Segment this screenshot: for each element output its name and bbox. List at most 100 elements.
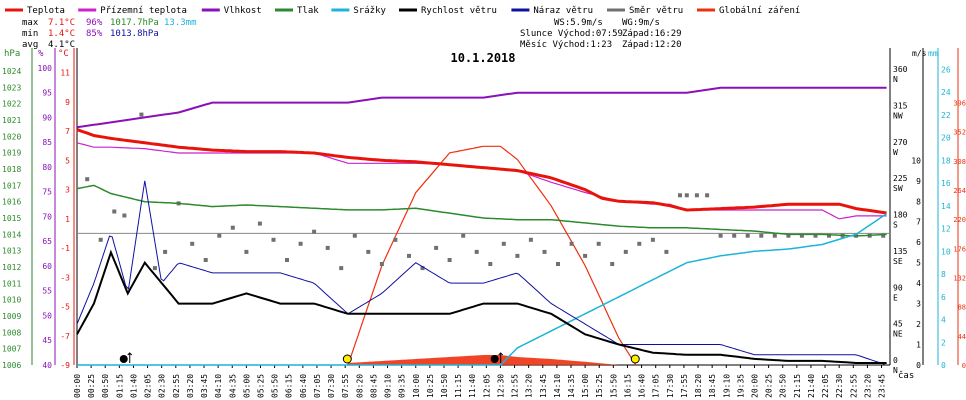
- wind-dir-point-13: [257, 221, 262, 226]
- stat-max-rain: 13.3mm: [164, 18, 197, 28]
- axis-hpa-tick-13: 1011: [2, 279, 21, 288]
- axis-mm-tick-10: 6: [941, 293, 946, 302]
- axis-mm-tick-11: 4: [941, 316, 946, 325]
- axis-mm-tick-4: 18: [941, 156, 951, 165]
- axis-dir-tick-4: 180: [893, 211, 908, 220]
- wind-dir-point-0: [85, 177, 90, 182]
- axis-mm-tick-5: 16: [941, 179, 951, 188]
- axis-degc-tick-2: 7: [65, 127, 70, 136]
- wind-dir-point-42: [650, 237, 655, 242]
- axis-pct-tick-0: 100: [38, 64, 53, 73]
- axis-ms-tick-10: 0: [916, 361, 921, 370]
- axis-mm-label: mm: [928, 49, 938, 58]
- axis-pct-label: %: [38, 49, 44, 59]
- axis-pct-tick-12: 40: [42, 361, 52, 370]
- wind-dir-point-1: [98, 237, 103, 242]
- x-tick-label-32: 13:20: [525, 374, 534, 398]
- info-sunset: Západ:16:29: [622, 29, 682, 39]
- wind-dir-point-53: [786, 233, 791, 238]
- x-tick-label-55: 22:55: [849, 374, 858, 398]
- x-tick-label-47: 19:35: [736, 374, 745, 398]
- wind-dir-point-48: [718, 233, 723, 238]
- axis-hpa-tick-15: 1009: [2, 312, 21, 321]
- x-tick-label-35: 14:35: [567, 374, 576, 398]
- info-wg: WG:9m/s: [622, 18, 660, 28]
- axis-pct-tick-9: 55: [42, 287, 52, 296]
- x-tick-label-52: 21:40: [807, 374, 816, 398]
- axis-degc-tick-4: 3: [65, 186, 70, 195]
- axis-pct-tick-7: 65: [42, 237, 52, 246]
- x-tick-label-13: 05:25: [256, 374, 265, 398]
- axis-ms-tick-3: 7: [916, 218, 921, 227]
- axis-ms-tick-5: 5: [916, 259, 921, 268]
- x-tick-label-28: 11:40: [468, 374, 477, 398]
- axis-dir-tick-5: 135: [893, 247, 908, 256]
- axis-wm2-tick-3: 264: [953, 187, 966, 195]
- x-tick-label-12: 05:00: [242, 374, 251, 398]
- stat-max-temp: 7.1°C: [48, 18, 75, 28]
- axis-degc-tick-3: 5: [65, 156, 70, 165]
- x-tick-label-2: 00:50: [101, 374, 110, 398]
- axis-hpa-tick-8: 1016: [2, 198, 21, 207]
- x-tick-label-39: 16:15: [623, 374, 632, 398]
- wind-dir-point-8: [190, 241, 195, 246]
- wind-dir-point-41: [637, 241, 642, 246]
- wind-dir-point-55: [813, 233, 818, 238]
- axis-dir-name-3: SW: [893, 184, 903, 193]
- axis-hpa-tick-5: 1019: [2, 149, 21, 158]
- axis-hpa-tick-1: 1023: [2, 83, 21, 92]
- wind-dir-point-28: [461, 233, 466, 238]
- wind-dir-point-38: [596, 241, 601, 246]
- x-tick-label-11: 04:35: [228, 374, 237, 398]
- axis-dir-tick-6: 90: [893, 283, 903, 292]
- wind-dir-point-46: [694, 193, 699, 198]
- axis-pct-tick-2: 90: [42, 113, 52, 122]
- wind-dir-point-50: [745, 233, 750, 238]
- x-tick-label-4: 01:40: [129, 374, 138, 398]
- axis-pct-tick-6: 70: [42, 212, 52, 221]
- legend-label-2: Vlhkost: [224, 6, 262, 16]
- axis-dir-tick-7: 45: [893, 320, 903, 329]
- axis-dir-tick-3: 225: [893, 174, 908, 183]
- axis-dir-name-2: W: [893, 148, 898, 157]
- x-tick-label-53: 22:05: [821, 374, 830, 398]
- legend-label-5: Rychlost větru: [421, 6, 497, 16]
- axis-pct-tick-10: 50: [42, 311, 52, 320]
- x-tick-label-23: 09:35: [398, 374, 407, 398]
- stat-max-label: max: [22, 18, 39, 28]
- info-moonset: Západ:12:20: [622, 40, 682, 50]
- x-tick-label-38: 15:50: [609, 374, 618, 398]
- axis-dir-name-4: S: [893, 221, 898, 230]
- x-tick-label-43: 17:55: [680, 374, 689, 398]
- axis-hpa-tick-10: 1014: [2, 230, 21, 239]
- stat-min-hum: 85%: [86, 29, 103, 39]
- axis-degc-tick-0: 11: [60, 69, 70, 78]
- series-precip-rate: [348, 355, 619, 365]
- axis-mm-tick-1: 24: [941, 88, 951, 97]
- chart-title: 10.1.2018: [450, 51, 515, 65]
- x-tick-label-40: 16:40: [638, 374, 647, 398]
- x-axis-label: čas: [898, 370, 914, 381]
- wind-dir-point-32: [515, 253, 520, 258]
- marker-sunrise: [342, 354, 352, 364]
- wind-dir-point-30: [488, 262, 493, 266]
- x-tick-label-48: 20:00: [751, 374, 760, 398]
- marker-moonset: [490, 355, 499, 363]
- wind-dir-point-26: [434, 245, 439, 250]
- wind-dir-point-2: [112, 209, 117, 214]
- axis-dir-tick-2: 270: [893, 138, 908, 147]
- x-tick-label-36: 15:00: [581, 374, 590, 398]
- wind-dir-point-36: [569, 241, 574, 246]
- axis-hpa-tick-14: 1010: [2, 296, 21, 305]
- x-tick-label-27: 11:15: [454, 374, 463, 398]
- stat-max-hum: 96%: [86, 18, 103, 28]
- x-tick-label-31: 12:55: [511, 374, 520, 398]
- marker-moonrise: [119, 355, 128, 363]
- series-temperature: [76, 128, 887, 215]
- stat-min-label: min: [22, 29, 38, 39]
- wind-dir-point-9: [203, 258, 208, 262]
- wind-dir-point-52: [772, 233, 777, 238]
- axis-ms-tick-4: 6: [916, 238, 921, 247]
- info-ws: WS:5.9m/s: [554, 18, 603, 28]
- x-tick-label-10: 04:10: [214, 374, 223, 398]
